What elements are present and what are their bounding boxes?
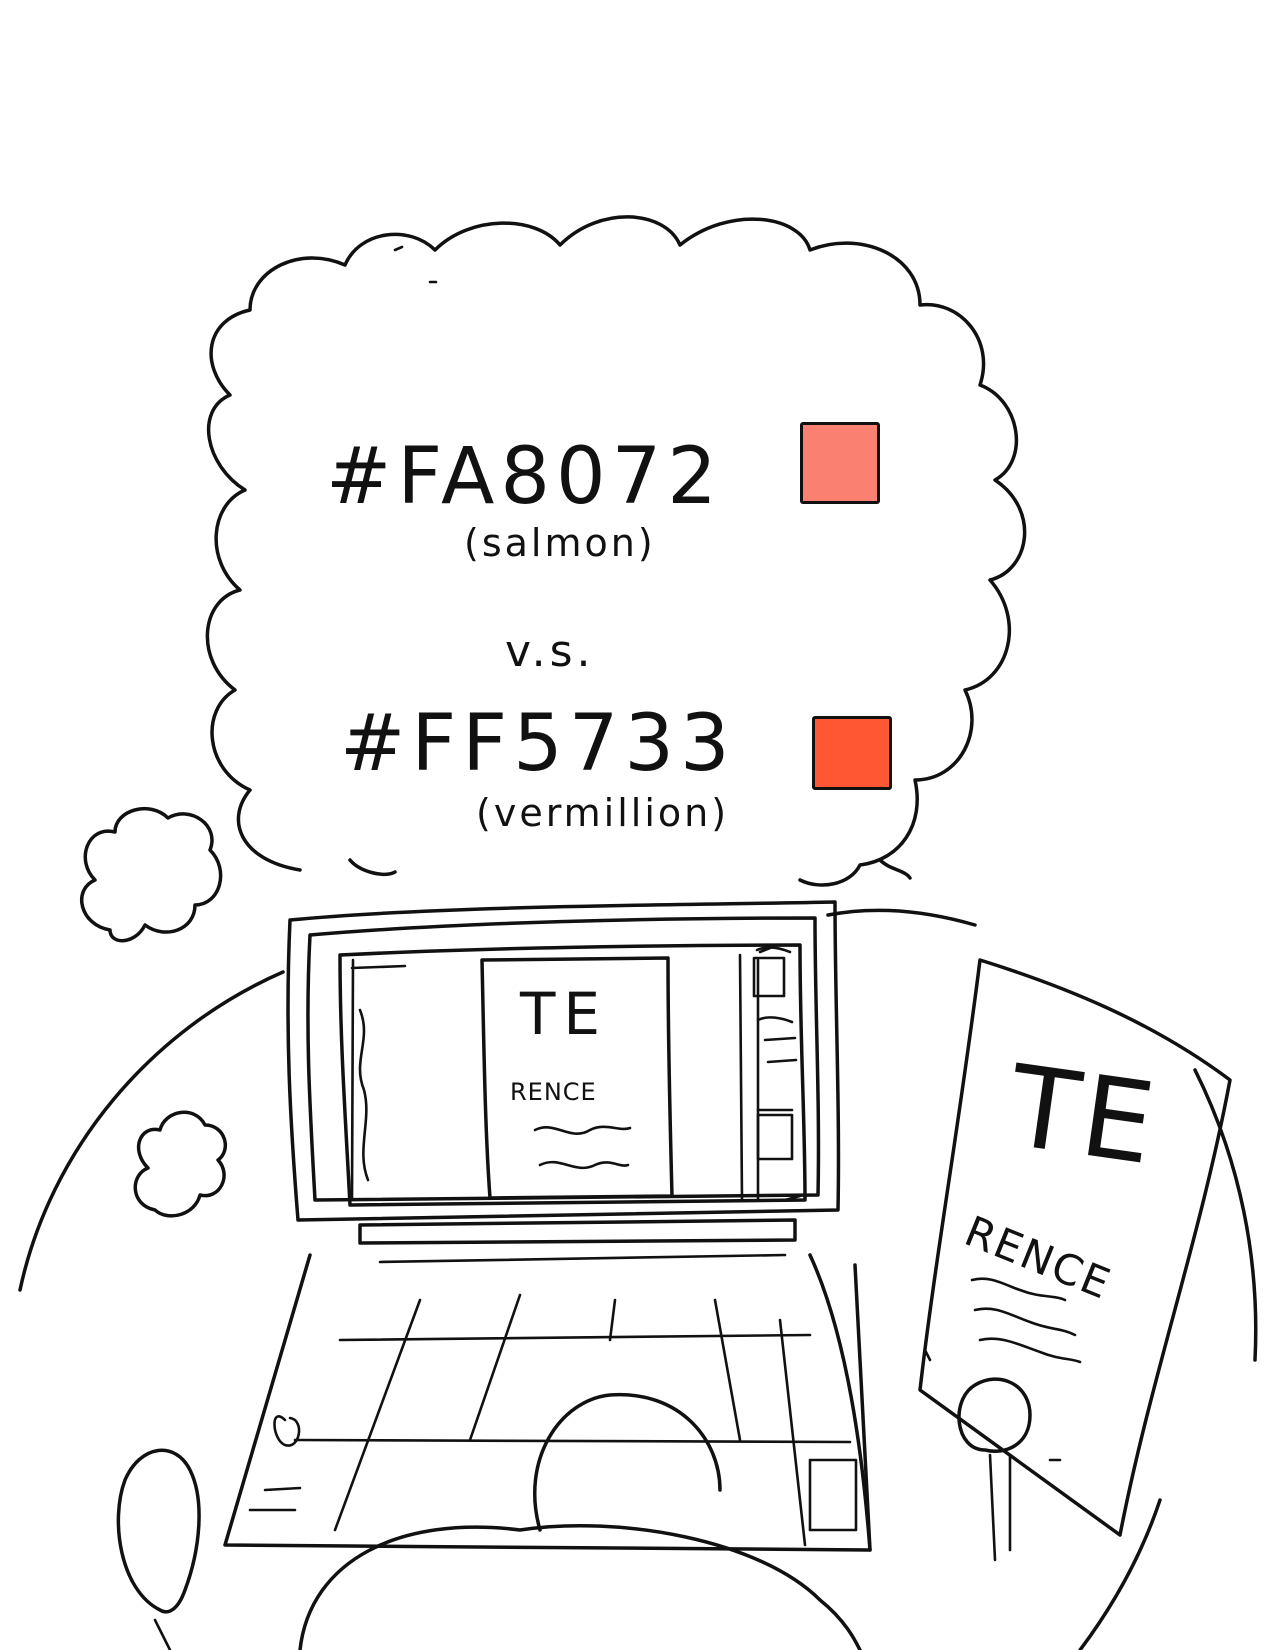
salmon-hex-label: #FA8072 — [326, 432, 723, 522]
thought-bubble-large — [79, 807, 223, 943]
laptop-base — [223, 1253, 872, 1552]
thought-bubble-small — [133, 1110, 228, 1218]
salmon-swatch — [800, 422, 880, 504]
salmon-name-label: (salmon) — [464, 521, 656, 565]
laptop-lid — [286, 900, 841, 1222]
right-hand — [957, 1377, 1032, 1453]
screen-document-subtitle: RENCE — [510, 1078, 597, 1106]
vermillion-hex-label: #FF5733 — [340, 699, 736, 789]
person-head — [533, 1393, 722, 1532]
printed-page-title: TE — [1001, 1041, 1166, 1191]
thought-cloud — [205, 215, 1027, 887]
printed-page — [918, 958, 1232, 1537]
person-shoulders — [298, 1524, 862, 1650]
screen-document — [480, 956, 674, 1200]
left-hand — [116, 1448, 201, 1614]
screen-document-title: TE — [520, 980, 609, 1048]
vermillion-swatch — [812, 716, 892, 790]
laptop-screen-frame — [338, 943, 807, 1207]
versus-label: v.s. — [505, 626, 595, 677]
vermillion-name-label: (vermillion) — [476, 791, 730, 835]
